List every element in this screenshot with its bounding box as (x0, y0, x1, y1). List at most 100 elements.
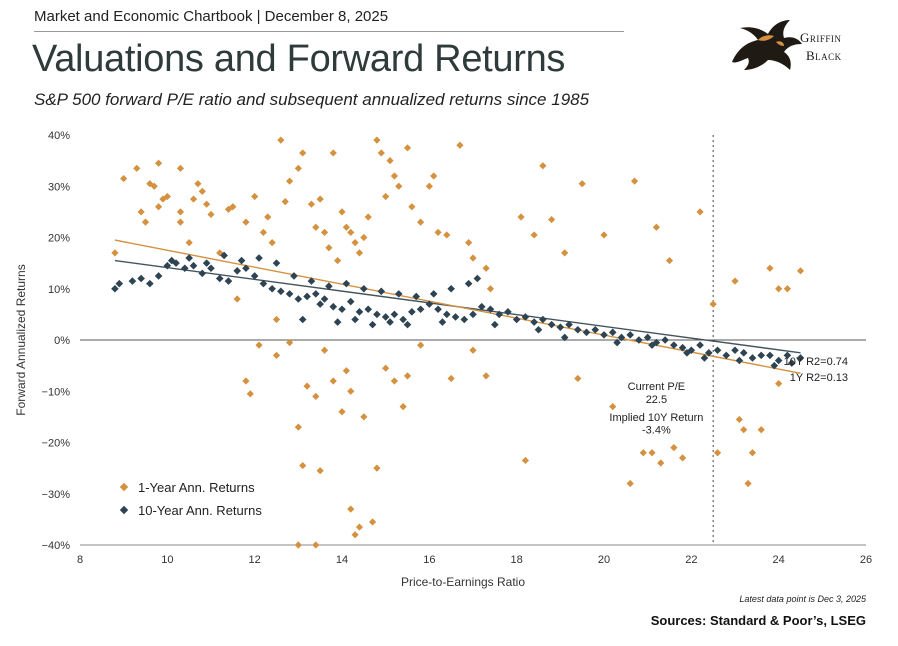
one-year-point (373, 136, 381, 144)
ten-year-point (434, 305, 442, 314)
ten-year-point (547, 320, 556, 329)
one-year-point (609, 403, 617, 411)
one-year-point (163, 192, 171, 201)
ten-year-point (181, 264, 189, 273)
ten-year-point (290, 272, 298, 280)
one-year-point (342, 367, 350, 375)
ten-year-point (259, 279, 268, 288)
one-year-point (312, 223, 320, 231)
one-year-point (189, 195, 198, 203)
one-year-point (286, 338, 294, 347)
one-year-point (425, 182, 433, 190)
one-year-point (482, 264, 490, 272)
one-year-series (111, 136, 805, 549)
one-year-point (316, 195, 324, 203)
one-year-point (338, 208, 346, 216)
one-year-point (469, 346, 477, 354)
latest-data-note: Latest data point is Dec 3, 2025 (739, 594, 867, 604)
one-year-point (185, 239, 193, 247)
ten-year-point (207, 264, 215, 273)
one-year-point (338, 408, 346, 416)
ten-year-point (342, 279, 351, 288)
ten-year-point (443, 310, 451, 319)
ten-year-point (333, 318, 342, 326)
ten-year-point (757, 351, 765, 360)
one-year-point (377, 149, 385, 157)
ten-year-point (438, 318, 447, 326)
ten-year-point (635, 336, 643, 344)
one-year-point (307, 200, 316, 208)
ten-year-point (272, 259, 281, 267)
one-year-point (137, 208, 145, 216)
ten-year-point (678, 343, 687, 352)
one-year-point (757, 426, 765, 434)
one-year-point (403, 144, 412, 152)
one-year-point (783, 285, 791, 293)
one-year-point (355, 523, 364, 531)
chart-labels: 10Y R2=0.74 1Y R2=0.13 Current P/E22.5 Impl… (119, 356, 867, 604)
fit-label-10y: 10Y R2=0.74 (784, 356, 848, 368)
one-year-point (251, 192, 259, 201)
ten-year-point (477, 302, 486, 311)
ten-year-point (255, 254, 263, 262)
ten-year-point (146, 279, 154, 288)
one-year-point (443, 231, 451, 239)
ten-year-point (464, 279, 473, 288)
y-tick-label: 10% (48, 284, 70, 296)
one-year-point (133, 164, 141, 172)
one-year-point (408, 203, 416, 211)
one-year-point (390, 172, 398, 180)
one-year-point (294, 541, 302, 549)
one-year-point (530, 231, 538, 239)
ten-year-point (390, 310, 399, 319)
y-tick-label: 0% (54, 335, 70, 347)
one-year-point (316, 467, 324, 475)
one-year-point (740, 426, 748, 434)
ten-year-point (722, 351, 731, 360)
ten-year-point (242, 264, 250, 273)
ten-year-point (368, 320, 377, 329)
one-year-point (696, 208, 704, 216)
one-year-point (657, 459, 665, 467)
one-year-point (351, 531, 359, 539)
one-year-point (578, 180, 586, 188)
current-pe-annotation: -3.4% (642, 425, 671, 437)
fit-lines (114, 239, 801, 374)
one-year-point (574, 374, 582, 383)
griffin-icon (732, 20, 802, 70)
ten-year-point (172, 259, 180, 267)
one-year-point (434, 228, 442, 236)
one-year-point (382, 364, 390, 372)
ten-year-point (403, 320, 412, 329)
one-year-point (386, 157, 394, 165)
one-year-point (329, 377, 337, 385)
header-divider (34, 31, 624, 32)
one-year-point (469, 254, 477, 262)
ten-year-point (574, 325, 582, 334)
x-tick-label: 14 (336, 554, 348, 566)
one-year-point (203, 200, 211, 208)
one-year-point (403, 372, 412, 380)
ten-year-point (381, 313, 390, 321)
y-tick-label: −20% (42, 438, 71, 450)
y-tick-label: −40% (42, 540, 71, 552)
one-year-point (176, 208, 185, 216)
one-year-point (748, 449, 757, 457)
ten-year-point (408, 308, 416, 316)
ten-year-point (189, 261, 198, 270)
ten-year-point (626, 331, 634, 339)
one-year-point (417, 218, 425, 226)
logo-line-1: Griffin (800, 30, 842, 45)
x-tick-label: 10 (161, 554, 173, 566)
ten-year-point (185, 254, 193, 262)
page-subtitle: S&P 500 forward P/E ratio and subsequent… (34, 90, 590, 109)
one-year-point (198, 187, 206, 195)
ten-year-point (534, 325, 543, 334)
ten-year-point (774, 356, 783, 365)
ten-year-point (512, 315, 521, 324)
ten-year-point (215, 274, 224, 283)
ten-year-point (600, 331, 608, 339)
ten-year-point (298, 315, 307, 324)
one-year-point (709, 300, 717, 308)
ten-year-point (460, 315, 469, 324)
